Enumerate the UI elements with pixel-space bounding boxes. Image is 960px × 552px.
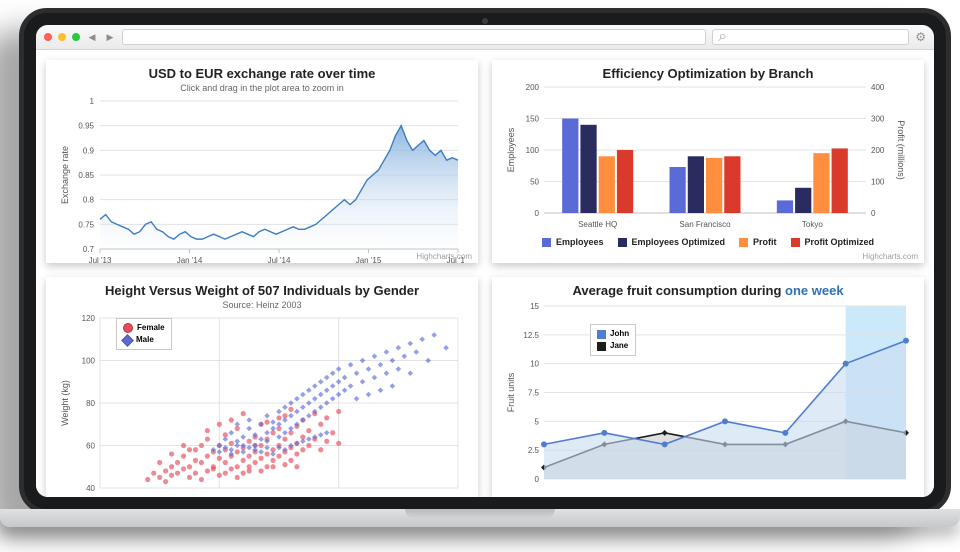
svg-text:100: 100 — [82, 357, 96, 366]
chart-subtitle: Source: Heinz 2003 — [54, 300, 470, 310]
svg-text:Profit (millions): Profit (millions) — [896, 120, 906, 180]
svg-text:San Francisco: San Francisco — [679, 220, 731, 229]
legend-item[interactable]: Female — [123, 322, 165, 334]
chart-title: Height Versus Weight of 507 Individuals … — [54, 283, 470, 298]
chart-credit: Highcharts.com — [862, 252, 918, 261]
legend-item[interactable]: Employees Optimized — [618, 237, 726, 247]
svg-text:12.5: 12.5 — [523, 331, 539, 340]
svg-text:7.5: 7.5 — [528, 389, 540, 398]
chart-title: USD to EUR exchange rate over time — [54, 66, 470, 81]
scatter-card: Height Versus Weight of 507 Individuals … — [46, 277, 478, 497]
laptop-base — [0, 509, 960, 527]
scatter-legend: FemaleMale — [116, 318, 172, 350]
svg-text:2.5: 2.5 — [528, 446, 540, 455]
chart-title: Average fruit consumption during one wee… — [500, 283, 916, 298]
svg-text:Fruit units: Fruit units — [506, 372, 516, 412]
window-close-icon[interactable] — [44, 33, 52, 41]
efficiency-card: Efficiency Optimization by Branch 0 50 100… — [492, 60, 924, 263]
legend-item[interactable]: Jane — [597, 340, 629, 352]
svg-text:120: 120 — [82, 314, 96, 323]
browser-toolbar: ◀ ▶ ⌕ ⚙ — [36, 25, 934, 50]
window-zoom-icon[interactable] — [72, 33, 80, 41]
fruit-chart[interactable]: 0 2.5 5 7.5 10 12.5 15 Fruit units — [500, 300, 910, 485]
svg-text:0.7: 0.7 — [83, 245, 95, 254]
browser-search-field[interactable]: ⌕ — [712, 29, 909, 45]
camera-dot — [482, 18, 488, 24]
forward-button[interactable]: ▶ — [104, 31, 116, 43]
search-icon: ⌕ — [718, 28, 727, 46]
svg-text:300: 300 — [871, 115, 885, 124]
svg-text:Weight (kg): Weight (kg) — [60, 380, 70, 426]
svg-text:100: 100 — [526, 146, 540, 155]
chart-subtitle: Click and drag in the plot area to zoom … — [54, 83, 470, 93]
chart-credit: Highcharts.com — [416, 252, 472, 261]
back-button[interactable]: ◀ — [86, 31, 98, 43]
svg-text:200: 200 — [526, 83, 540, 92]
exchange-rate-card: USD to EUR exchange rate over time Click… — [46, 60, 478, 263]
svg-text:0: 0 — [871, 209, 876, 218]
svg-text:0.9: 0.9 — [83, 146, 95, 155]
svg-text:Tokyo: Tokyo — [802, 220, 823, 229]
legend-item[interactable]: Employees — [542, 237, 604, 247]
svg-text:80: 80 — [86, 399, 95, 408]
url-field[interactable] — [122, 29, 706, 45]
svg-text:Jan '14: Jan '14 — [177, 256, 203, 263]
svg-text:Seattle HQ: Seattle HQ — [578, 220, 617, 229]
chart-title-link[interactable]: one week — [785, 283, 844, 298]
svg-text:1: 1 — [90, 97, 95, 106]
legend-item[interactable]: John — [597, 328, 629, 340]
svg-text:Jul '13: Jul '13 — [89, 256, 112, 263]
svg-text:0.8: 0.8 — [83, 196, 95, 205]
screen: ◀ ▶ ⌕ ⚙ USD to EUR exchange rate over ti… — [36, 25, 934, 497]
svg-text:Exchange rate: Exchange rate — [60, 146, 70, 204]
svg-text:Jul '14: Jul '14 — [268, 256, 291, 263]
svg-text:Jan '15: Jan '15 — [356, 256, 382, 263]
svg-text:400: 400 — [871, 83, 885, 92]
legend-item[interactable]: Male — [123, 334, 165, 346]
chart-title-text: Average fruit consumption during — [572, 283, 785, 298]
svg-text:0: 0 — [535, 209, 540, 218]
svg-text:10: 10 — [530, 360, 539, 369]
svg-text:40: 40 — [86, 484, 95, 493]
exchange-rate-chart[interactable]: 0.7 0.75 0.8 0.85 0.9 0.95 1 Jul '13 Jan '14 Jul … — [54, 97, 464, 263]
efficiency-chart[interactable]: 0 50 100 150 200 0 100 200 300 400 Seattle HQ San F… — [500, 83, 910, 231]
chart-title: Efficiency Optimization by Branch — [500, 66, 916, 81]
svg-text:150: 150 — [526, 115, 540, 124]
svg-text:200: 200 — [871, 146, 885, 155]
window-minimize-icon[interactable] — [58, 33, 66, 41]
svg-text:0.95: 0.95 — [78, 122, 94, 131]
svg-text:60: 60 — [86, 442, 95, 451]
fruit-card: Average fruit consumption during one wee… — [492, 277, 924, 497]
svg-text:Employees: Employees — [506, 127, 516, 172]
legend-item[interactable]: Profit Optimized — [791, 237, 875, 247]
laptop-frame: ◀ ▶ ⌕ ⚙ USD to EUR exchange rate over ti… — [19, 8, 951, 514]
dashboard: USD to EUR exchange rate over time Click… — [36, 50, 934, 497]
efficiency-legend: Employees Employees Optimized Profit Profit… — [500, 231, 916, 247]
fruit-legend: JohnJane — [590, 324, 636, 356]
svg-text:100: 100 — [871, 178, 885, 187]
svg-text:15: 15 — [530, 302, 539, 311]
gear-icon[interactable]: ⚙ — [915, 30, 926, 44]
svg-text:50: 50 — [530, 178, 539, 187]
laptop-notch — [405, 509, 555, 518]
svg-text:0: 0 — [535, 475, 540, 484]
svg-text:5: 5 — [535, 417, 540, 426]
svg-text:0.85: 0.85 — [78, 171, 94, 180]
legend-item[interactable]: Profit — [739, 237, 777, 247]
svg-text:0.75: 0.75 — [78, 220, 94, 229]
